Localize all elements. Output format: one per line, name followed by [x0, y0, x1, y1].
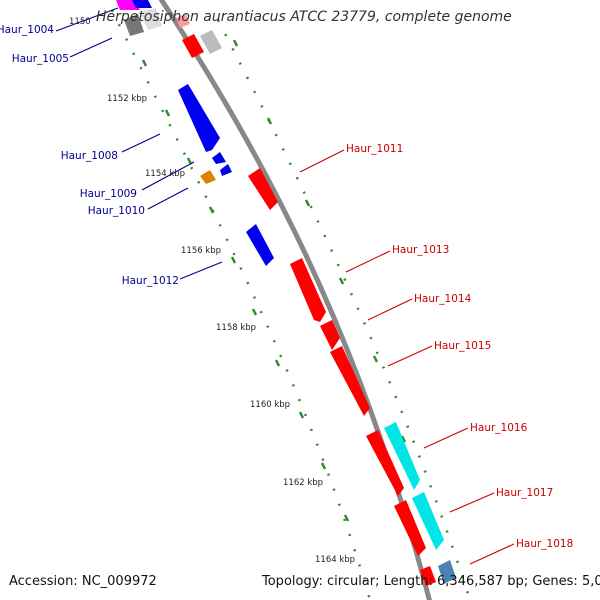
- feature-haur-1009b[interactable]: [220, 164, 232, 176]
- forward-features: [176, 14, 456, 586]
- leader-haur-1018: [469, 543, 515, 565]
- major-tick: [298, 411, 305, 419]
- tick-labels: 1150 1152 kbp 1154 kbp 1156 kbp 1158 kbp…: [69, 17, 355, 565]
- feature-haur-1005b[interactable]: [140, 8, 162, 30]
- gene-label[interactable]: Haur_1017: [496, 487, 553, 499]
- leader-haur-1013: [345, 250, 391, 273]
- genome-backbone: [158, 0, 432, 600]
- leader-haur-1011: [299, 149, 345, 173]
- length-value: 6,346,587 bp: [437, 574, 524, 589]
- major-tick: [304, 199, 311, 207]
- genes-label: Genes:: [532, 574, 578, 589]
- major-ticks: [141, 39, 435, 522]
- major-tick: [208, 206, 215, 214]
- leader-haur-1010: [147, 187, 189, 210]
- accession-label: Accession:: [9, 574, 78, 589]
- label-leader-lines: [55, 7, 515, 565]
- leader-haur-1017: [449, 492, 495, 513]
- gene-label[interactable]: Haur_1016: [470, 422, 528, 434]
- major-tick: [266, 117, 273, 125]
- tick-label: 1158 kbp: [216, 323, 256, 333]
- feature-haur-1017-cyan[interactable]: [412, 492, 444, 550]
- feature-top-red[interactable]: [182, 34, 204, 58]
- forward-gene-labels: Haur_1011 Haur_1013 Haur_1014 Haur_1015 …: [346, 143, 573, 550]
- major-tick: [232, 39, 239, 47]
- feature-haur-1004b[interactable]: [132, 0, 152, 8]
- gene-label[interactable]: Haur_1012: [122, 275, 179, 287]
- feature-haur-1012[interactable]: [246, 224, 274, 266]
- feature-top-red-small[interactable]: [176, 14, 190, 28]
- major-tick: [274, 359, 281, 367]
- feature-haur-1016-cyan[interactable]: [384, 422, 420, 490]
- feature-haur-1011[interactable]: [248, 168, 278, 210]
- feature-haur-1009[interactable]: [212, 152, 226, 164]
- major-tick: [164, 109, 171, 117]
- major-tick: [230, 256, 237, 264]
- genome-summary: Topology: circular; Length: 6,346,587 bp…: [262, 574, 600, 589]
- feature-top-gray[interactable]: [200, 30, 222, 54]
- feature-haur-1018[interactable]: [438, 560, 456, 584]
- major-tick: [186, 157, 193, 165]
- feature-haur-1015[interactable]: [330, 346, 370, 416]
- leader-haur-1008: [121, 133, 161, 153]
- gene-label[interactable]: Haur_1010: [88, 205, 145, 217]
- gene-label[interactable]: Haur_1004: [0, 24, 54, 36]
- accession-info: Accession: NC_009972: [9, 574, 157, 589]
- major-tick: [372, 355, 379, 363]
- feature-haur-1014[interactable]: [320, 320, 340, 350]
- major-tick: [343, 514, 350, 522]
- major-tick: [338, 277, 345, 285]
- tick-label: 1162 kbp: [283, 478, 323, 488]
- feature-haur-1005[interactable]: [124, 14, 144, 36]
- gene-label[interactable]: Haur_1018: [516, 538, 573, 550]
- reverse-gene-labels: Haur_1004 Haur_1005 Haur_1008 Haur_1009 …: [0, 24, 179, 287]
- gene-label[interactable]: Haur_1008: [61, 150, 118, 162]
- leader-haur-1012: [179, 261, 223, 280]
- leader-haur-1004: [55, 7, 119, 32]
- feature-haur-1017[interactable]: [394, 500, 426, 556]
- tick-label: 1156 kbp: [181, 246, 221, 256]
- tick-label: 1160 kbp: [250, 400, 290, 410]
- feature-haur-1016[interactable]: [366, 430, 404, 496]
- leader-haur-1009: [141, 161, 195, 191]
- leader-haur-1014: [367, 298, 413, 321]
- reverse-features: [116, 0, 274, 266]
- accession-value: NC_009972: [81, 574, 157, 589]
- tick-label: 1154 kbp: [145, 169, 185, 179]
- tick-label: 1150: [69, 17, 91, 27]
- feature-haur-1018-red[interactable]: [420, 566, 436, 586]
- gene-label[interactable]: Haur_1015: [434, 340, 491, 352]
- topology-label: Topology:: [262, 574, 323, 589]
- topology-value: circular: [326, 574, 376, 589]
- leader-haur-1016: [423, 427, 469, 449]
- major-tick: [320, 462, 327, 470]
- major-tick: [400, 435, 407, 443]
- tick-label: 1164 kbp: [315, 555, 355, 565]
- major-tick: [251, 308, 258, 316]
- tick-label: 1152 kbp: [107, 94, 147, 104]
- leader-haur-1015: [387, 345, 433, 367]
- feature-haur-1010[interactable]: [200, 170, 216, 184]
- gene-label[interactable]: Haur_1009: [80, 188, 137, 200]
- feature-haur-1008[interactable]: [178, 84, 220, 152]
- map-title: Herpetosiphon aurantiacus ATCC 23779, co…: [96, 9, 512, 25]
- inner-tick-track: [110, 9, 372, 600]
- gene-label[interactable]: Haur_1013: [392, 244, 449, 256]
- leader-haur-1005: [69, 37, 113, 58]
- gene-label[interactable]: Haur_1005: [12, 53, 69, 65]
- major-tick: [141, 59, 148, 67]
- feature-haur-1013[interactable]: [290, 258, 326, 322]
- gene-label[interactable]: Haur_1014: [414, 293, 472, 305]
- gene-label[interactable]: Haur_1011: [346, 143, 403, 155]
- length-label: Length:: [383, 574, 433, 589]
- genes-value: 5,042: [581, 574, 600, 589]
